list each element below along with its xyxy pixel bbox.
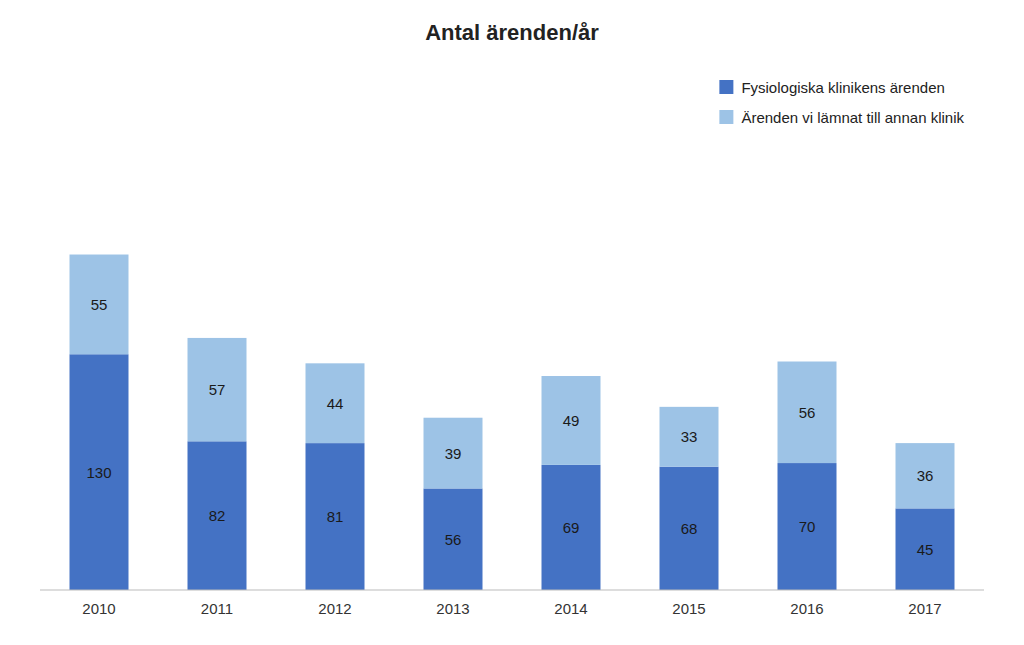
data-label: 130 xyxy=(86,464,111,481)
x-tick-label: 2011 xyxy=(201,600,233,617)
bars xyxy=(70,255,955,590)
x-tick-label: 2017 xyxy=(908,600,941,617)
bar xyxy=(306,443,365,590)
bar xyxy=(424,488,483,590)
data-label: 56 xyxy=(799,404,816,421)
bar xyxy=(778,463,837,590)
bar xyxy=(306,363,365,443)
legend-swatch xyxy=(719,80,733,94)
data-label: 44 xyxy=(327,395,344,412)
bar xyxy=(188,338,247,441)
bar xyxy=(542,376,601,465)
data-label: 57 xyxy=(209,381,226,398)
data-label: 49 xyxy=(563,412,580,429)
legend: Fysiologiska klinikens ärenden Ärenden vi… xyxy=(719,79,964,126)
bar xyxy=(70,255,129,355)
bar xyxy=(660,407,719,467)
data-label: 70 xyxy=(799,518,816,535)
bar xyxy=(896,508,955,590)
data-label: 33 xyxy=(681,428,698,445)
legend-label: Ärenden vi lämnat till annan klinik xyxy=(741,109,964,126)
data-label: 68 xyxy=(681,520,698,537)
legend-swatch xyxy=(719,110,733,124)
data-label: 55 xyxy=(91,296,108,313)
data-labels: 130 82 81 56 69 68 70 45 55 57 44 39 49 33 56 36 xyxy=(86,296,933,558)
data-label: 69 xyxy=(563,519,580,536)
data-label: 82 xyxy=(209,507,226,524)
bar xyxy=(542,465,601,590)
data-label: 81 xyxy=(327,508,344,525)
x-axis-line xyxy=(40,590,984,591)
data-label: 56 xyxy=(445,531,462,548)
bar xyxy=(778,362,837,464)
bar xyxy=(70,354,129,590)
x-tick-label: 2014 xyxy=(554,600,587,617)
legend-label: Fysiologiska klinikens ärenden xyxy=(741,79,944,96)
bar xyxy=(424,418,483,489)
x-tick-label: 2012 xyxy=(318,600,351,617)
bar xyxy=(896,443,955,508)
chart: Antal ärenden/år 130 82 81 56 69 68 70 45 55 57 44 3… xyxy=(0,0,1024,645)
data-label: 36 xyxy=(917,467,934,484)
data-label: 45 xyxy=(917,541,934,558)
x-tick-label: 2016 xyxy=(790,600,823,617)
x-tick-label: 2010 xyxy=(82,600,115,617)
x-tick-label: 2015 xyxy=(672,600,705,617)
data-label: 39 xyxy=(445,445,462,462)
bar xyxy=(660,467,719,590)
bar xyxy=(188,441,247,590)
title: Antal ärenden/år xyxy=(425,20,599,45)
x-tick-label: 2013 xyxy=(436,600,469,617)
